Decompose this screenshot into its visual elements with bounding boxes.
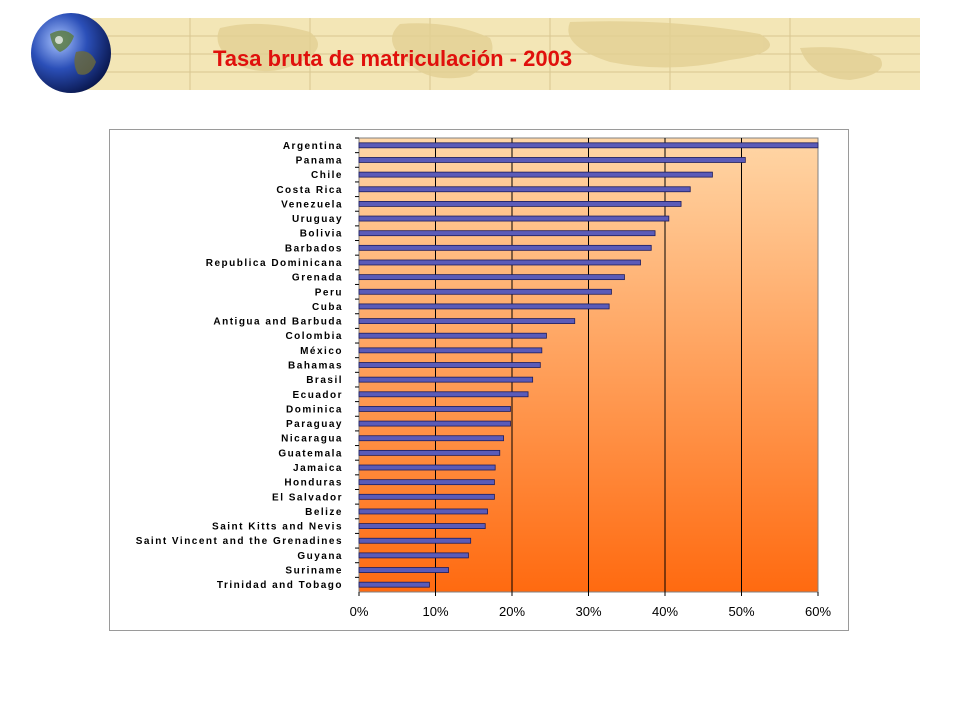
bar — [358, 244, 652, 251]
x-tick-label: 30% — [575, 604, 601, 619]
category-label: Brasil — [306, 375, 343, 386]
bar — [358, 201, 682, 207]
category-label: Trinidad and Tobago — [217, 580, 343, 591]
bar — [358, 347, 543, 354]
category-label: Argentina — [283, 141, 343, 152]
category-label: Honduras — [284, 478, 343, 489]
category-label: Saint Vincent and the Grenadines — [136, 536, 343, 547]
x-tick-label: 20% — [499, 604, 525, 619]
bar-chart: Argentina Panama Chile Costa Rica Venezuela U… — [136, 137, 831, 619]
x-tick-label: 0% — [350, 604, 369, 619]
category-label: Paraguay — [286, 419, 343, 430]
bar — [358, 362, 541, 368]
category-label: Cuba — [312, 302, 343, 313]
bar — [358, 288, 612, 295]
bar — [358, 537, 472, 544]
category-label: Nicaragua — [281, 434, 343, 445]
bar — [358, 406, 511, 412]
category-label: Belize — [305, 507, 343, 518]
bar — [358, 318, 576, 324]
category-label: Guatemala — [278, 448, 343, 459]
bar — [358, 259, 641, 266]
category-label: Jamaica — [293, 463, 343, 474]
category-label: Barbados — [285, 243, 343, 254]
bar — [358, 552, 469, 559]
bar — [358, 171, 713, 178]
bar — [358, 391, 529, 398]
chart-frame: Argentina Panama Chile Costa Rica Venezuela U… — [109, 129, 849, 631]
category-label: Costa Rica — [276, 185, 343, 196]
category-label: Saint Kitts and Nevis — [212, 522, 343, 533]
bar — [358, 157, 746, 163]
category-label: Panama — [296, 155, 343, 166]
bar — [358, 186, 691, 193]
category-label: Ecuador — [292, 390, 343, 401]
bar — [358, 376, 534, 383]
category-label: Suriname — [285, 566, 343, 577]
bar — [358, 303, 610, 310]
bar — [358, 142, 819, 149]
category-label: Chile — [311, 170, 343, 181]
bar — [358, 332, 547, 339]
bar — [358, 493, 495, 500]
category-label: Antigua and Barbuda — [213, 317, 343, 328]
x-tick-label: 10% — [422, 604, 448, 619]
slide-banner — [70, 18, 920, 90]
x-tick-label: 40% — [652, 604, 678, 619]
bar — [358, 420, 511, 427]
globe-icon — [31, 13, 111, 93]
bar — [358, 464, 496, 471]
category-label: El Salvador — [272, 492, 343, 503]
x-tick-label: 50% — [728, 604, 754, 619]
world-map-background — [70, 18, 920, 90]
bar — [358, 508, 488, 515]
category-label: Uruguay — [292, 214, 343, 225]
category-label: Bolivia — [300, 229, 343, 240]
category-label: Venezuela — [281, 199, 343, 210]
bar — [358, 215, 670, 222]
bar — [358, 523, 486, 529]
category-label: Dominica — [286, 404, 343, 415]
slide-title: Tasa bruta de matriculación - 2003 — [213, 46, 573, 71]
category-label: Guyana — [297, 551, 343, 562]
x-tick-label: 60% — [805, 604, 831, 619]
category-label: Grenada — [292, 273, 343, 284]
bar — [358, 274, 625, 281]
category-label: Bahamas — [288, 361, 343, 372]
bar — [358, 449, 501, 456]
category-label: Colombia — [285, 331, 343, 342]
category-label: Peru — [315, 287, 343, 298]
bar — [358, 435, 504, 442]
category-label: Republica Dominicana — [206, 258, 343, 269]
bar — [358, 479, 495, 486]
bar — [358, 230, 656, 237]
bar — [358, 581, 430, 588]
bar — [358, 567, 449, 573]
category-label: México — [300, 346, 343, 357]
